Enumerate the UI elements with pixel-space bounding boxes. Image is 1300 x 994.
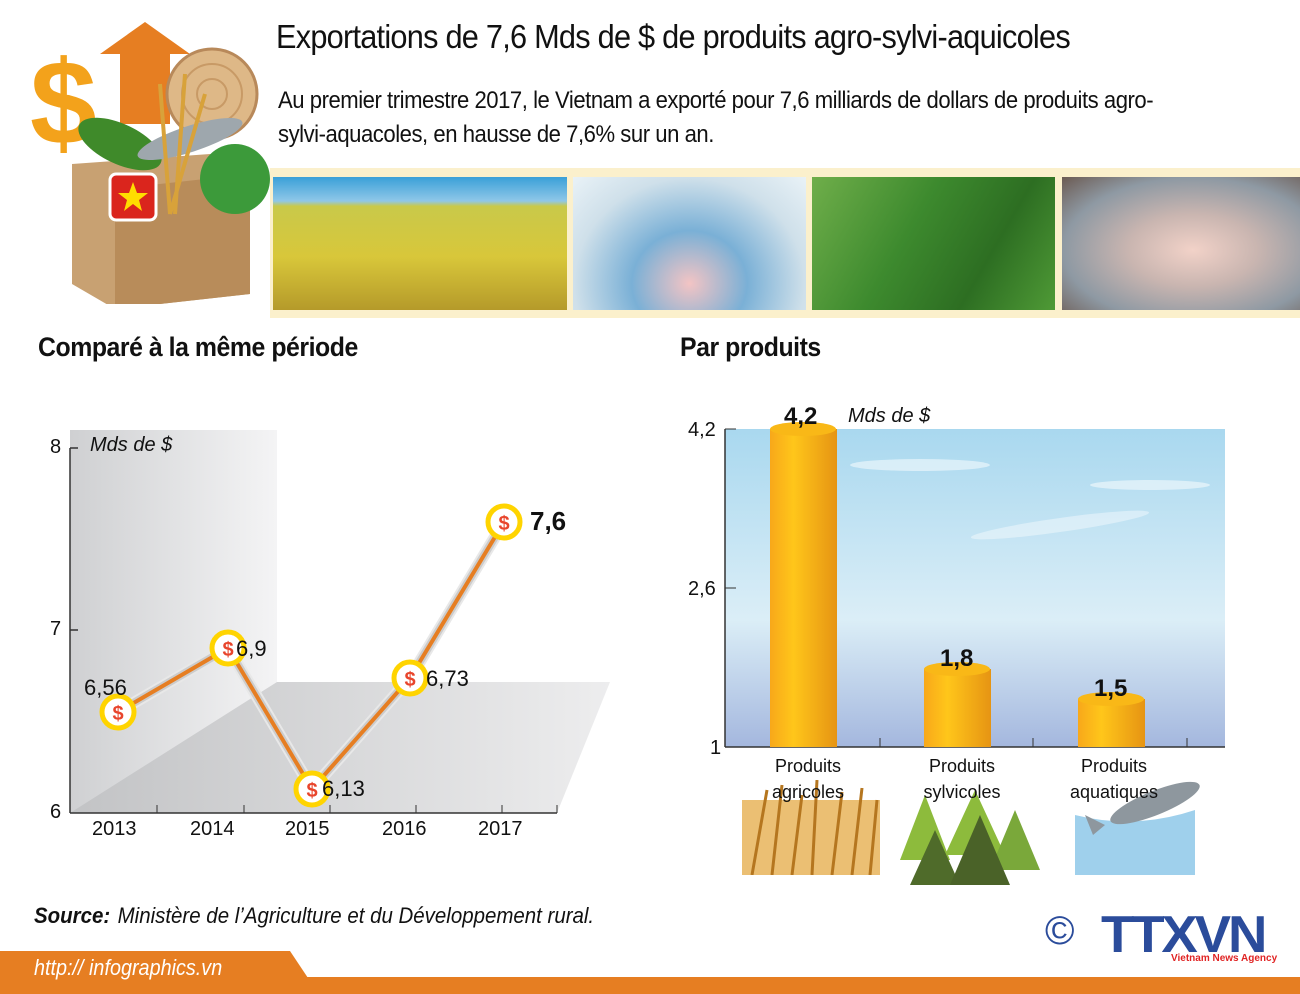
y-unit-label: Mds de $ [90,434,173,456]
data-label-highlight: 7,6 [530,506,567,536]
source-text: Ministère de l’Agriculture et du Dévelop… [117,903,595,928]
seafood-processing-photo [573,177,806,310]
category-label: Produits agricoles [771,756,845,802]
export-box-icon: $ [20,14,270,309]
y-tick: 7 [50,618,62,640]
svg-text:$: $ [306,780,317,802]
line-chart: $ $ $ $ $ 8 7 6 Mds de $ 2013 2014 2015 … [30,420,620,860]
page-title: Exportations de 7,6 Mds de $ de produits… [276,18,1071,55]
forest-photo [812,177,1055,310]
svg-text:$: $ [222,639,233,661]
data-label: 6,73 [426,666,469,691]
y-tick: 6 [50,801,62,823]
line-section-title: Comparé à la même période [38,332,358,362]
data-label: 6,9 [236,636,267,661]
fish-seafood-photo [1062,177,1300,310]
svg-text:$: $ [30,36,97,170]
svg-text:$: $ [112,703,123,725]
bar-value: 4,2 [784,403,818,430]
svg-text:$: $ [404,669,415,691]
y-tick: 2,6 [688,578,716,600]
y-unit-label: Mds de $ [848,405,931,427]
logo-text: TTXVN [1101,906,1267,964]
coin-icon: $ [99,693,137,731]
footer-tab [0,951,310,981]
x-tick: 2016 [382,818,427,840]
data-label: 6,13 [322,776,365,801]
copyright-icon: © [1045,909,1075,953]
wheat-icon [742,779,880,876]
bar-value: 1,5 [1094,675,1128,702]
pine-trees-icon [900,790,1040,885]
x-tick: 2017 [478,818,523,840]
source-label: Source: [34,903,111,928]
source-note: Source: Ministère de l’Agriculture et du … [34,903,594,929]
bar-chart: 4,2 2,6 1 Mds de $ 4,2 1,8 1,5 Produits … [680,395,1240,885]
fish-icon [1075,775,1205,875]
y-tick: 8 [50,436,62,458]
x-tick: 2013 [92,818,137,840]
svg-text:$: $ [498,513,509,535]
data-label: 6,56 [84,675,127,700]
category-label: Produits aquatiques [1069,756,1159,802]
photo-strip [270,168,1300,318]
footer-bar [0,977,1300,994]
rice-harvest-photo [273,177,567,310]
bar-value: 1,8 [940,645,974,672]
bar-section-title: Par produits [680,332,821,362]
x-tick: 2015 [285,818,330,840]
page-subtitle: Au premier trimestre 2017, le Vietnam a … [278,87,1154,148]
category-label: Produits sylvicoles [923,756,1001,802]
logo-subtitle: Vietnam News Agency [1171,953,1278,964]
x-tick: 2014 [190,818,235,840]
site-link[interactable]: http:// infographics.vn [34,955,223,980]
y-tick: 1 [710,737,722,759]
y-tick: 4,2 [688,419,716,441]
